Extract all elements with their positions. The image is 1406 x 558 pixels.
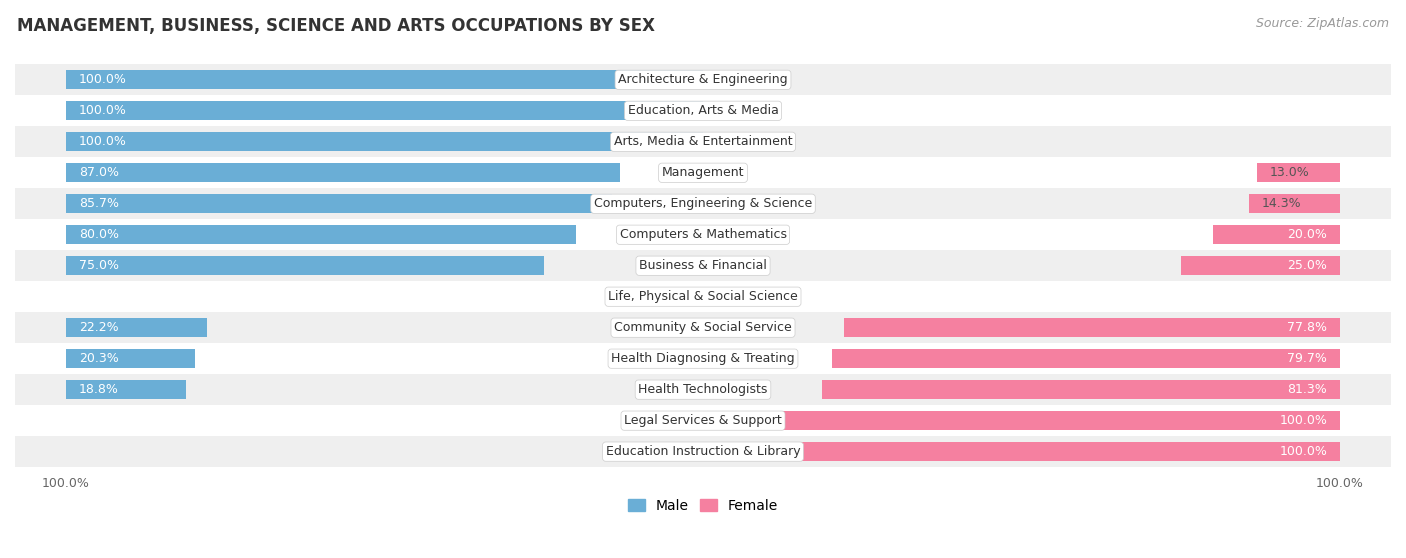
Text: 77.8%: 77.8% bbox=[1288, 321, 1327, 334]
Text: 85.7%: 85.7% bbox=[79, 197, 118, 210]
Bar bbox=[3, 374, 1403, 405]
Bar bbox=[703, 442, 1340, 461]
Text: 13.0%: 13.0% bbox=[1270, 166, 1310, 179]
Legend: Male, Female: Male, Female bbox=[623, 493, 783, 518]
Bar bbox=[1257, 163, 1340, 182]
Bar bbox=[66, 194, 612, 213]
Bar bbox=[3, 64, 1403, 95]
Text: Health Technologists: Health Technologists bbox=[638, 383, 768, 396]
Bar bbox=[1181, 256, 1340, 275]
Bar bbox=[66, 225, 575, 244]
Text: Community & Social Service: Community & Social Service bbox=[614, 321, 792, 334]
Bar bbox=[832, 349, 1340, 368]
Bar bbox=[3, 250, 1403, 281]
Bar bbox=[66, 318, 208, 337]
Bar bbox=[3, 95, 1403, 126]
Bar bbox=[703, 411, 1340, 430]
Bar bbox=[66, 349, 195, 368]
Text: Education Instruction & Library: Education Instruction & Library bbox=[606, 445, 800, 458]
Text: Life, Physical & Social Science: Life, Physical & Social Science bbox=[609, 290, 797, 303]
Bar bbox=[845, 318, 1340, 337]
Text: 79.7%: 79.7% bbox=[1288, 352, 1327, 365]
Text: MANAGEMENT, BUSINESS, SCIENCE AND ARTS OCCUPATIONS BY SEX: MANAGEMENT, BUSINESS, SCIENCE AND ARTS O… bbox=[17, 17, 655, 35]
Bar bbox=[3, 188, 1403, 219]
Bar bbox=[66, 380, 186, 400]
Bar bbox=[66, 70, 703, 89]
Text: 0.0%: 0.0% bbox=[652, 414, 683, 427]
Bar bbox=[66, 256, 544, 275]
Bar bbox=[3, 436, 1403, 467]
Text: Architecture & Engineering: Architecture & Engineering bbox=[619, 73, 787, 86]
Text: 87.0%: 87.0% bbox=[79, 166, 118, 179]
Text: Health Diagnosing & Treating: Health Diagnosing & Treating bbox=[612, 352, 794, 365]
Text: 0.0%: 0.0% bbox=[652, 445, 683, 458]
Text: 80.0%: 80.0% bbox=[79, 228, 118, 241]
Bar bbox=[66, 101, 703, 121]
Bar bbox=[66, 163, 620, 182]
Text: 18.8%: 18.8% bbox=[79, 383, 118, 396]
Text: Source: ZipAtlas.com: Source: ZipAtlas.com bbox=[1256, 17, 1389, 30]
Bar bbox=[823, 380, 1340, 400]
Text: Computers & Mathematics: Computers & Mathematics bbox=[620, 228, 786, 241]
Text: 100.0%: 100.0% bbox=[1279, 414, 1327, 427]
Bar bbox=[3, 312, 1403, 343]
Bar bbox=[66, 132, 703, 151]
Text: 14.3%: 14.3% bbox=[1261, 197, 1302, 210]
Text: 75.0%: 75.0% bbox=[79, 259, 118, 272]
Text: Legal Services & Support: Legal Services & Support bbox=[624, 414, 782, 427]
Text: 81.3%: 81.3% bbox=[1288, 383, 1327, 396]
Bar bbox=[3, 126, 1403, 157]
Bar bbox=[3, 157, 1403, 188]
Text: 25.0%: 25.0% bbox=[1288, 259, 1327, 272]
Bar bbox=[1212, 225, 1340, 244]
Text: 100.0%: 100.0% bbox=[79, 135, 127, 148]
Text: 100.0%: 100.0% bbox=[79, 104, 127, 117]
Bar bbox=[3, 405, 1403, 436]
Text: 22.2%: 22.2% bbox=[79, 321, 118, 334]
Text: Computers, Engineering & Science: Computers, Engineering & Science bbox=[593, 197, 813, 210]
Bar bbox=[3, 281, 1403, 312]
Text: 0.0%: 0.0% bbox=[652, 290, 683, 303]
Text: 0.0%: 0.0% bbox=[723, 135, 754, 148]
Text: 0.0%: 0.0% bbox=[723, 104, 754, 117]
Text: 20.3%: 20.3% bbox=[79, 352, 118, 365]
Bar bbox=[1249, 194, 1340, 213]
Text: 100.0%: 100.0% bbox=[79, 73, 127, 86]
Text: Management: Management bbox=[662, 166, 744, 179]
Text: 0.0%: 0.0% bbox=[723, 290, 754, 303]
Text: Education, Arts & Media: Education, Arts & Media bbox=[627, 104, 779, 117]
Text: 0.0%: 0.0% bbox=[723, 73, 754, 86]
Text: 20.0%: 20.0% bbox=[1288, 228, 1327, 241]
Text: Business & Financial: Business & Financial bbox=[640, 259, 766, 272]
Text: 100.0%: 100.0% bbox=[1279, 445, 1327, 458]
Text: Arts, Media & Entertainment: Arts, Media & Entertainment bbox=[613, 135, 793, 148]
Bar bbox=[3, 343, 1403, 374]
Bar bbox=[3, 219, 1403, 250]
